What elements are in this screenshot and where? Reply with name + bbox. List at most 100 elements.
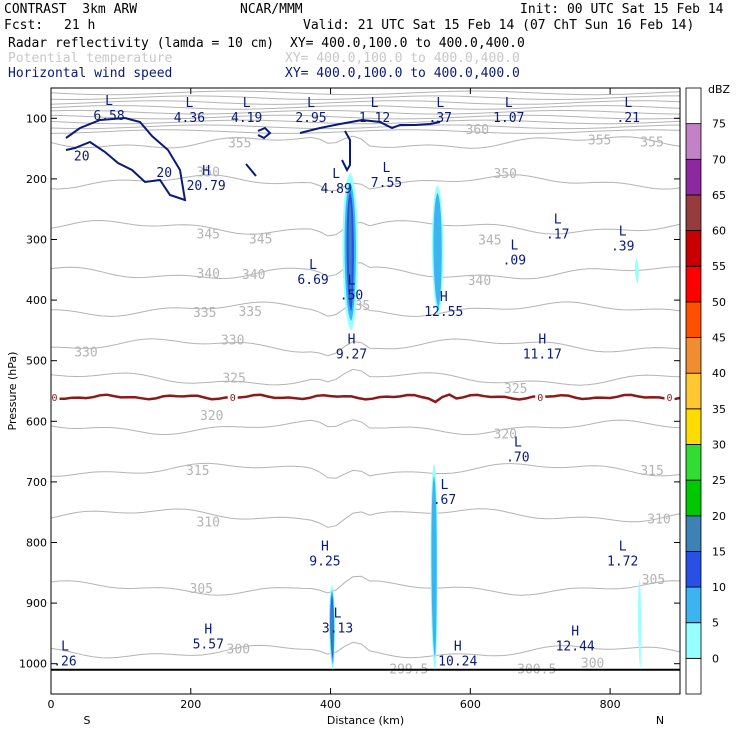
wind-extremum-value: .39 (611, 240, 634, 255)
theta-label: 335 (193, 306, 216, 321)
wind-extremum-value: 4.89 (320, 182, 351, 197)
model-title: CONTRAST 3km ARW (4, 2, 138, 17)
colorbar-level-label: 50 (712, 296, 726, 309)
theta-label: 345 (197, 227, 220, 242)
colorbar-swatch (685, 622, 702, 659)
wind-extremum-type: H (571, 624, 579, 639)
theta-label: 310 (647, 512, 670, 527)
theta-label: 310 (197, 515, 220, 530)
colorbar-level-label: 0 (712, 652, 719, 665)
wind-extremum-value: 10.24 (438, 655, 477, 670)
theta-label: 315 (640, 464, 663, 479)
colorbar-level-label: 35 (712, 403, 726, 416)
colorbar-level-label: 45 (712, 332, 726, 345)
colorbar-level-label: 30 (712, 438, 726, 451)
freezing-label-bg (664, 391, 675, 403)
colorbar-level-label: 10 (712, 581, 726, 594)
theta-label: 305 (642, 573, 665, 588)
wind-extremum-type: L (514, 435, 522, 450)
wind-extremum-type: H (321, 540, 329, 555)
freezing-level-line (50, 393, 681, 404)
field-reflectivity-name: Radar reflectivity (lamda = 10 cm) (8, 36, 275, 51)
wind-extremum-value: 9.25 (309, 555, 340, 570)
colorbar-swatch (685, 408, 702, 445)
theta-contour-upper (51, 124, 680, 130)
colorbar-level-label: 40 (712, 367, 726, 380)
wind-extremum-value: .21 (617, 111, 640, 126)
wind-extremum-value: 4.36 (174, 111, 205, 126)
colorbar-swatch (685, 515, 702, 552)
wind-contour-20-upper (299, 118, 441, 134)
x-tick-label: 600 (460, 698, 481, 711)
colorbar-swatch (685, 337, 702, 374)
wind-extremum-value: .50 (340, 289, 363, 304)
theta-contour-335 (51, 301, 680, 317)
wind-contour-label: 20 (74, 149, 90, 164)
wind-extremum-value: .09 (503, 253, 526, 268)
wind-extremum-value: 4.19 (231, 111, 262, 126)
theta-label: 300 (581, 656, 604, 671)
theta-contour-345 (51, 219, 680, 237)
wind-extremum-value: 20.79 (187, 179, 226, 194)
wind-extremum-type: L (332, 167, 340, 182)
colorbar-level-label: 65 (712, 189, 726, 202)
wind-contour-small (257, 126, 272, 140)
theta-label: 320 (200, 409, 223, 424)
x-tick-label: 800 (600, 698, 621, 711)
freezing-level-label: 0 (51, 393, 57, 404)
x-tick-label: 400 (320, 698, 341, 711)
reflectivity-cell-20dbz (330, 600, 334, 655)
theta-contour-305 (51, 575, 680, 596)
plot-border (50, 87, 681, 695)
wind-extremum-value: .70 (506, 450, 529, 465)
theta-contour-upper (51, 90, 680, 96)
wind-extremum-value: 12.55 (424, 305, 463, 320)
y-tick-label: 900 (26, 597, 47, 610)
dbz-colorbar: 0 5 10 15 20 25 30 35 40 45 50 55 60 65 70 75 dBZ (685, 83, 731, 695)
wind-extremum-type: L (334, 606, 342, 621)
wind-extrema-labels: 2020L6.58L4.36L4.19L2.95L1.12L.37L1.07L.… (53, 94, 640, 669)
south-label: S (84, 714, 91, 727)
colorbar-level-label: 60 (712, 225, 726, 238)
wind-extremum-value: .17 (546, 227, 569, 242)
wind-extremum-type: L (185, 96, 193, 111)
wind-extremum-type: H (348, 332, 356, 347)
wind-extremum-type: L (105, 94, 113, 109)
freezing-level-label: 0 (537, 393, 543, 404)
wind-extremum-type: L (619, 540, 627, 555)
theta-label: 350 (494, 167, 517, 182)
freezing-label-bg (227, 391, 238, 403)
freezing-label-bg (49, 391, 60, 403)
forecast-label: Fcst: (4, 18, 44, 33)
y-tick-label: 200 (26, 173, 47, 186)
colorbar-swatch (685, 479, 702, 517)
colorbar-swatch (685, 123, 702, 160)
colorbar-unit: dBZ (708, 83, 731, 96)
field-wind-xy: XY= 400.0,100.0 to 400.0,400.0 (285, 66, 520, 81)
x-tick-label: 0 (48, 698, 55, 711)
wind-extremum-value: 9.27 (336, 347, 367, 362)
theta-contour-320 (51, 419, 680, 436)
theta-label: 355 (588, 134, 611, 149)
theta-label: 335 (238, 305, 261, 320)
field-theta-xy: XY= 400.0,100.0 to 400.0,400.0 (285, 51, 520, 66)
wind-extremum-value: .67 (433, 493, 456, 508)
wind-contour-20-loop (341, 130, 351, 173)
wind-extremum-value: 3.13 (322, 621, 353, 636)
theta-contour-310 (51, 508, 680, 528)
colorbar-swatch (685, 87, 702, 125)
theta-label: 340 (468, 274, 491, 289)
wind-extremum-value: .37 (429, 111, 452, 126)
y-tick-label: 100 (26, 112, 47, 125)
theta-label: 315 (186, 464, 209, 479)
x-tick-label: 200 (180, 698, 201, 711)
colorbar-level-label: 70 (712, 153, 726, 166)
wind-extremum-type: L (505, 96, 513, 111)
init-time: Init: 00 UTC Sat 15 Feb 14 (520, 2, 724, 17)
theta-label: 305 (190, 582, 213, 597)
wind-extremum-type: L (243, 96, 251, 111)
theta-contour-340 (51, 262, 680, 280)
theta-contour-325 (51, 368, 680, 386)
